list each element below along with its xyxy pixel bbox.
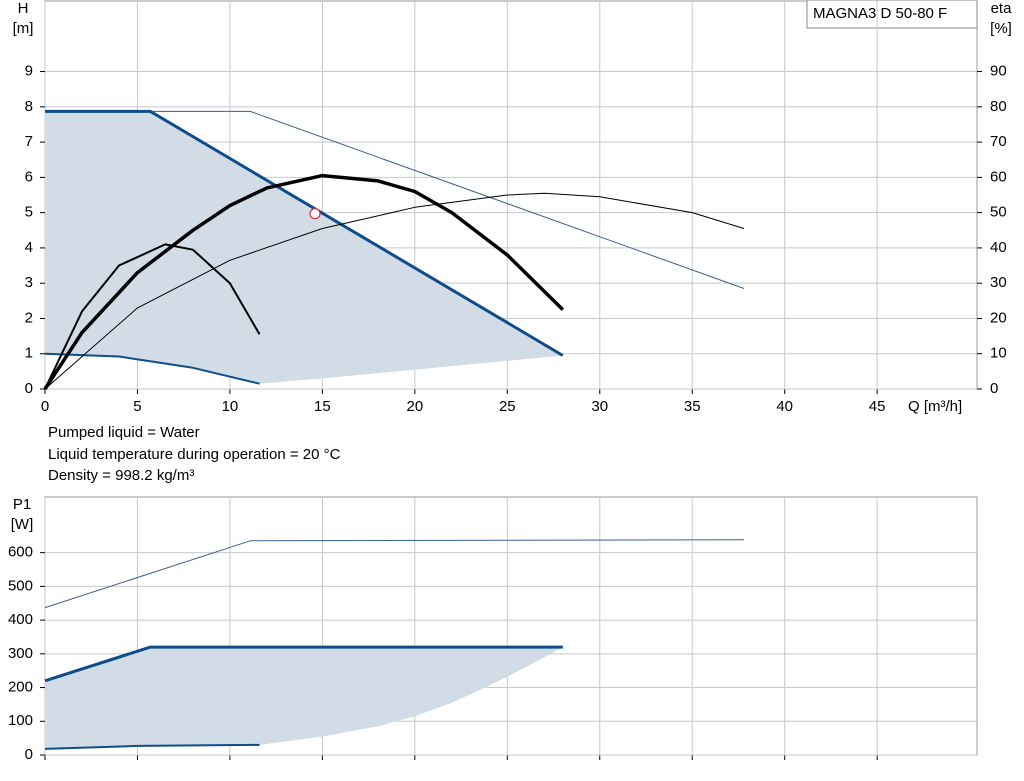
- y-tick-label: 6: [25, 168, 33, 185]
- y-tick-label: 8: [25, 98, 33, 115]
- y-tick-label: 9: [25, 63, 33, 80]
- curve: [44, 645, 563, 683]
- y-tick-label: 300: [8, 645, 33, 662]
- curve: [45, 109, 564, 357]
- note: Pumped liquid = Water: [48, 424, 200, 441]
- y2-label: [%]: [990, 20, 1012, 37]
- y-tick-label: 3: [25, 274, 33, 291]
- curve: [43, 173, 565, 390]
- curve: [44, 743, 260, 750]
- y-tick-label: 7: [25, 133, 33, 150]
- curve: [44, 192, 745, 390]
- x-tick-label: 30: [591, 398, 608, 415]
- y-tick-label: 0: [25, 746, 33, 763]
- y-tick-label: 4: [25, 239, 33, 256]
- x-label: Q [m³/h]: [908, 398, 962, 415]
- note: Density = 998.2 kg/m³: [48, 467, 194, 484]
- y2-tick-label: 30: [990, 274, 1007, 291]
- x-tick-label: 10: [222, 398, 239, 415]
- operating-area: [45, 647, 563, 749]
- y-tick-label: 400: [8, 611, 33, 628]
- y-tick-label: 500: [8, 577, 33, 594]
- y-tick-label: 0: [25, 380, 33, 397]
- y2-tick-label: 90: [990, 63, 1007, 80]
- y-label: P1: [13, 496, 31, 513]
- y-tick-label: 2: [25, 309, 33, 326]
- curve: [44, 243, 261, 390]
- curve: [44, 539, 745, 609]
- operating-area: [45, 111, 563, 384]
- note: Liquid temperature during operation = 20…: [48, 446, 341, 463]
- x-tick-label: 20: [406, 398, 423, 415]
- y-tick-label: 600: [8, 544, 33, 561]
- y2-label: eta: [991, 0, 1013, 17]
- y-label: [m]: [13, 20, 34, 37]
- model-title: MAGNA3 D 50-80 F: [813, 5, 947, 22]
- x-tick-label: 0: [41, 398, 49, 415]
- duty-point: [309, 208, 321, 220]
- x-tick-label: 5: [133, 398, 141, 415]
- y2-tick-label: 60: [990, 168, 1007, 185]
- x-tick-label: 45: [869, 398, 886, 415]
- y-tick-label: 1: [25, 345, 33, 362]
- y-label: [W]: [11, 516, 34, 533]
- y2-tick-label: 10: [990, 345, 1007, 362]
- x-tick-label: 35: [684, 398, 701, 415]
- y2-tick-label: 50: [990, 204, 1007, 221]
- y-tick-label: 5: [25, 204, 33, 221]
- curve: [44, 352, 260, 385]
- y2-tick-label: 70: [990, 133, 1007, 150]
- y2-tick-label: 40: [990, 239, 1007, 256]
- y2-tick-label: 0: [990, 380, 998, 397]
- y2-tick-label: 80: [990, 98, 1007, 115]
- x-tick-label: 25: [499, 398, 516, 415]
- y-tick-label: 200: [8, 679, 33, 696]
- y-tick-label: 100: [8, 712, 33, 729]
- y2-tick-label: 20: [990, 309, 1007, 326]
- x-tick-label: 15: [314, 398, 331, 415]
- x-tick-label: 40: [776, 398, 793, 415]
- model-box: [806, 0, 978, 29]
- y-label: H: [18, 0, 29, 17]
